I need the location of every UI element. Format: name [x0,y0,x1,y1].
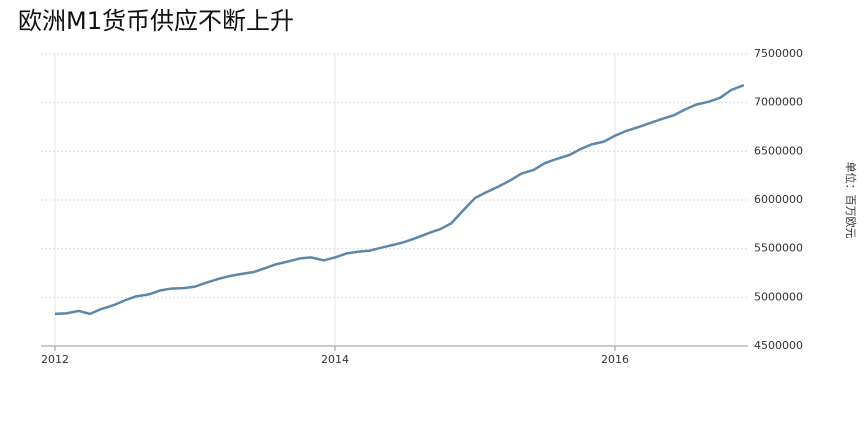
data-line [54,83,745,316]
x-tick-label: 2016 [601,353,629,366]
x-tick-label: 2014 [321,353,349,366]
chart-title: 欧洲M1货币供应不断上升 [18,7,294,35]
y-tick-label: 7500000 [754,47,803,60]
y-axis-label: 单位：百万欧元 [844,162,858,239]
y-tick-label: 5500000 [754,242,803,255]
y-tick-label: 5000000 [754,290,803,303]
y-tick-label: 6500000 [754,144,803,157]
x-tick-label: 2012 [41,353,69,366]
y-tick-label: 4500000 [754,339,803,352]
y-tick-label: 7000000 [754,96,803,109]
y-tick-label: 6000000 [754,193,803,206]
